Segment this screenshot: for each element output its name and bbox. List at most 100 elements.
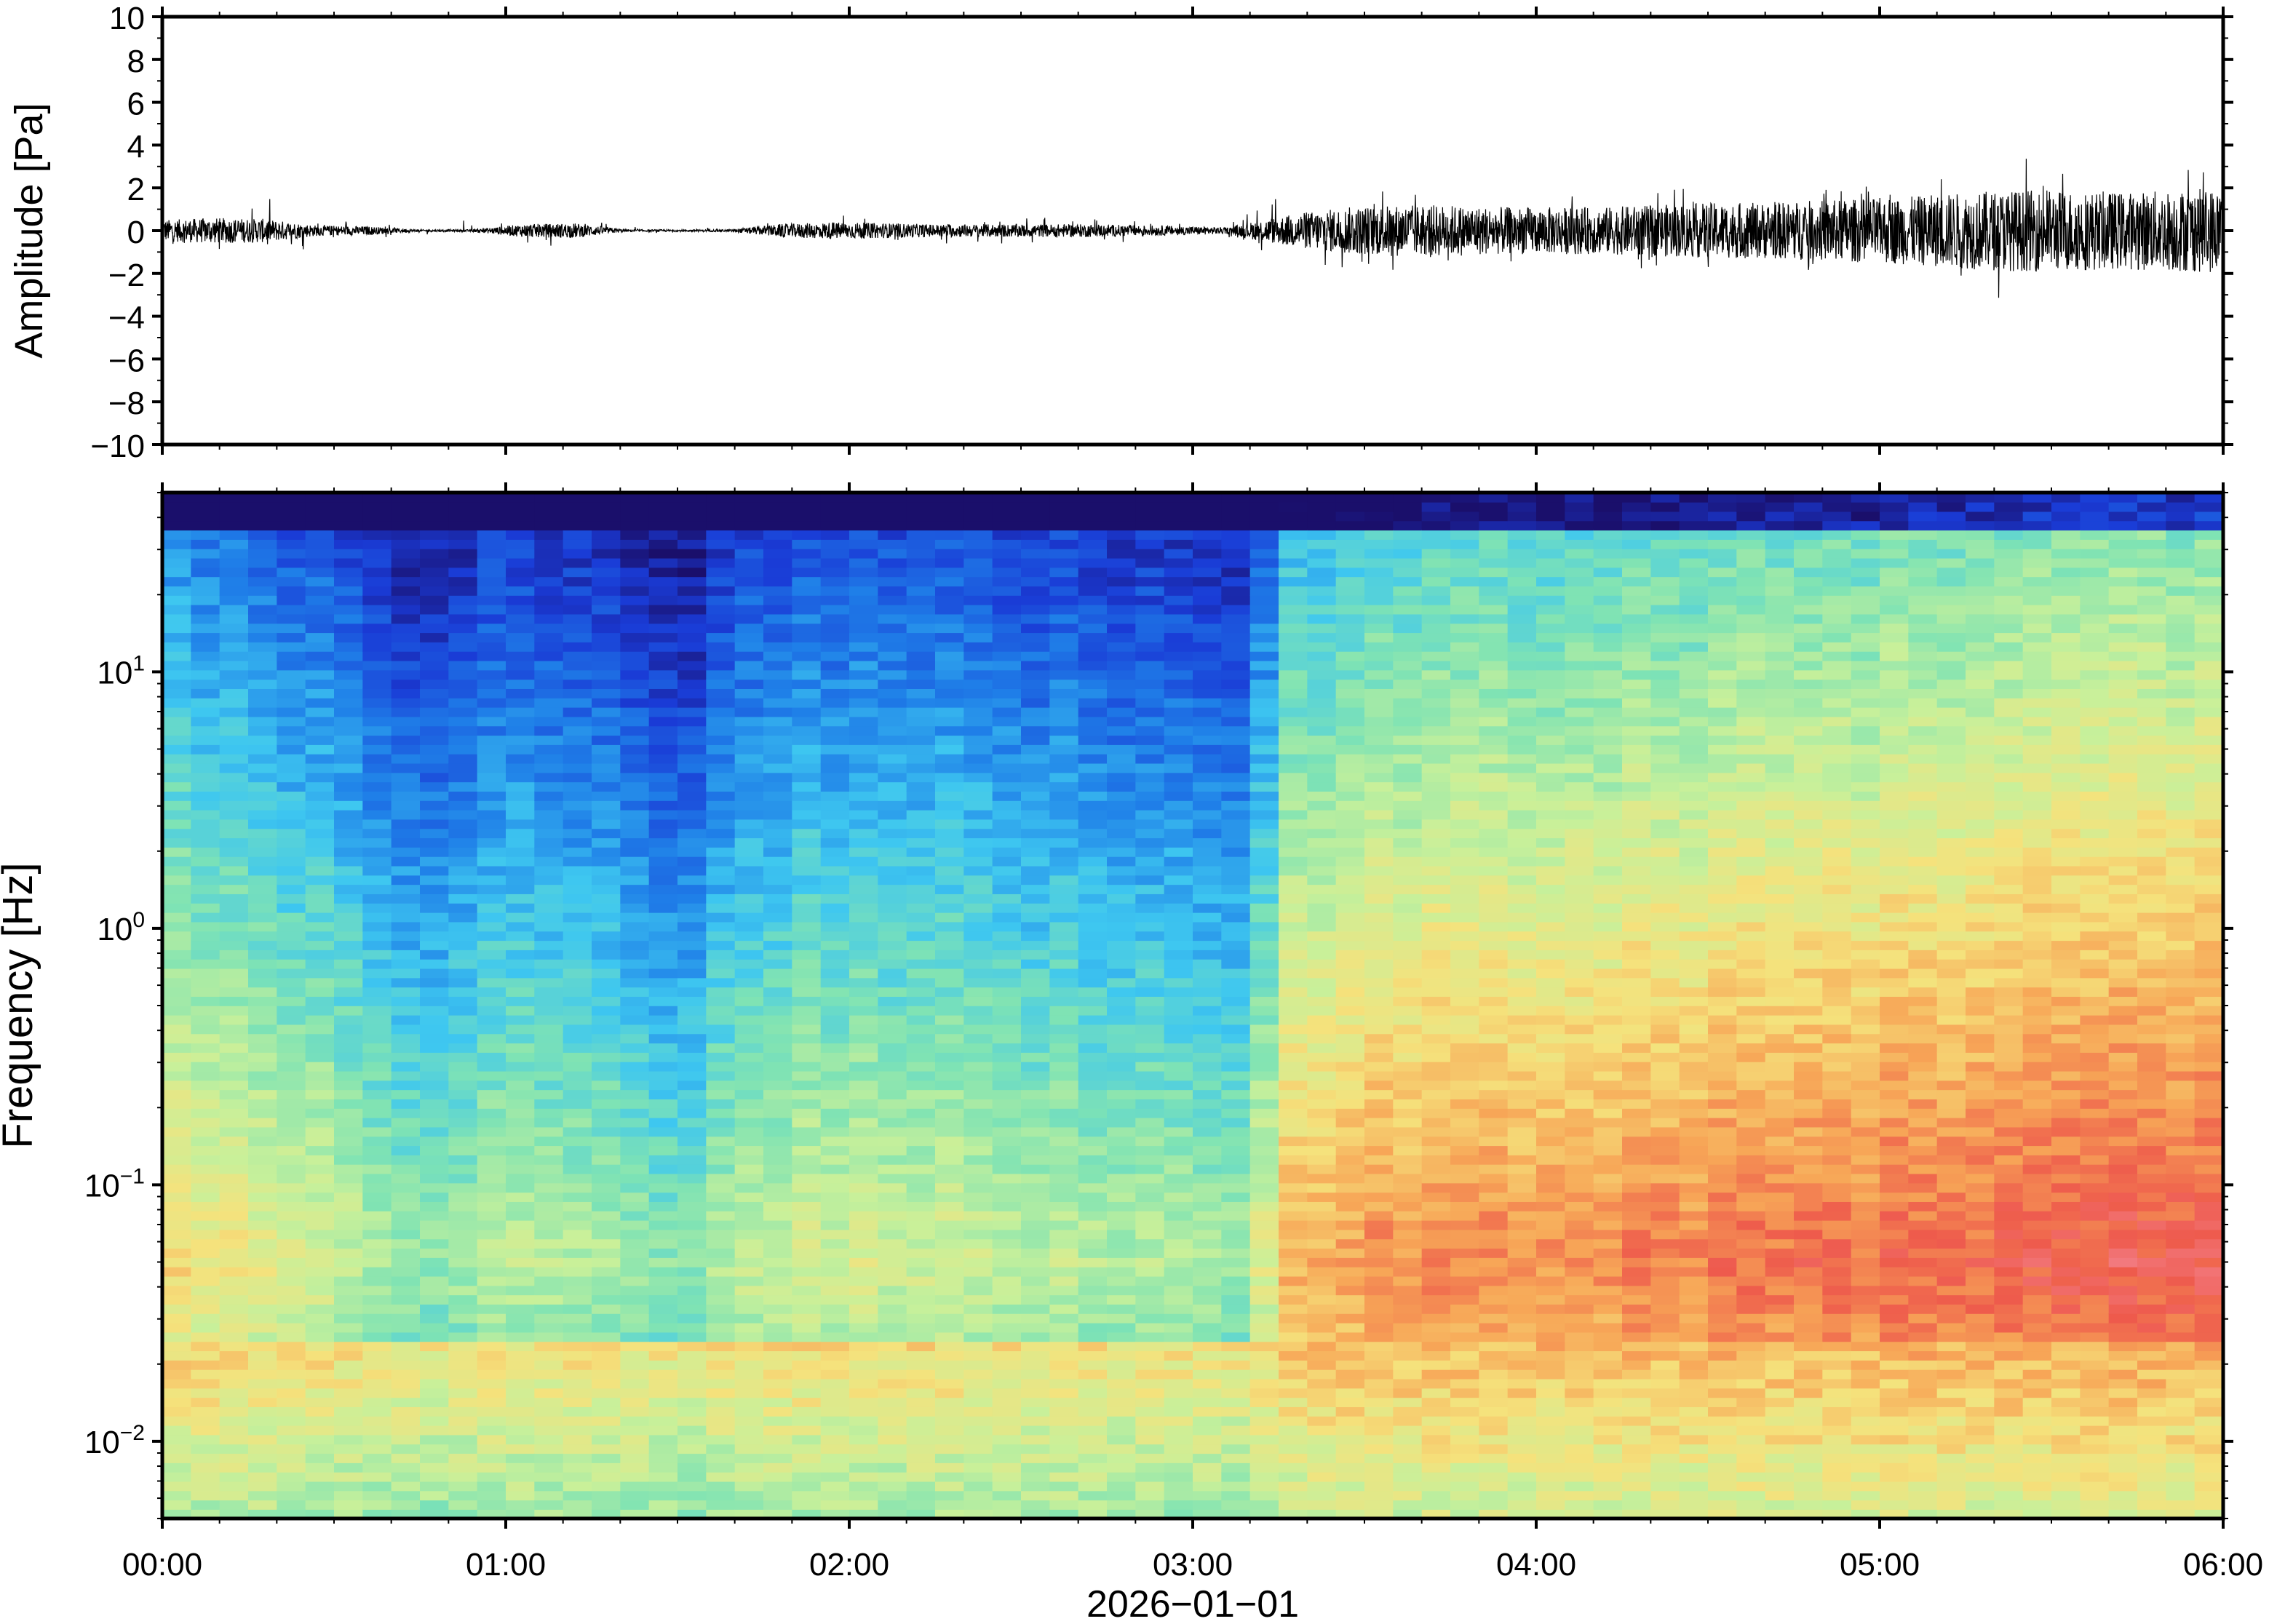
spectrogram-cell: [620, 1219, 650, 1230]
spectrogram-cell: [248, 1238, 278, 1249]
spectrogram-cell: [248, 1416, 278, 1426]
spectrogram-cell: [1107, 1444, 1137, 1454]
spectrogram-cell: [1307, 716, 1337, 727]
spectrogram-cell: [248, 828, 278, 839]
y-tick-label: −10: [90, 429, 145, 464]
spectrogram-cell: [820, 1388, 850, 1398]
spectrogram-cell: [1135, 1406, 1165, 1417]
spectrogram-cell: [1049, 1033, 1079, 1044]
spectrogram-cell: [648, 865, 678, 876]
spectrogram-cell: [1078, 1425, 1108, 1436]
spectrogram-cell: [1135, 856, 1165, 867]
spectrogram-cell: [620, 1360, 650, 1370]
spectrogram-cell: [792, 1500, 822, 1510]
spectrogram-cell: [620, 688, 650, 698]
spectrogram-cell: [1249, 1434, 1279, 1445]
spectrogram-cell: [1221, 1126, 1251, 1137]
spectrogram-cell: [1364, 1416, 1394, 1426]
spectrogram-cell: [334, 1145, 364, 1155]
spectrogram-cell: [763, 501, 793, 512]
spectrogram-cell: [477, 977, 506, 988]
spectrogram-cell: [391, 1322, 421, 1333]
spectrogram-cell: [763, 1089, 793, 1099]
spectrogram-cell: [906, 996, 936, 1006]
spectrogram-cell: [935, 698, 965, 708]
spectrogram-cell: [820, 1014, 850, 1025]
spectrogram-cell: [277, 1155, 306, 1165]
spectrogram-cell: [391, 511, 421, 522]
spectrogram-cell: [1021, 632, 1051, 642]
spectrogram-cell: [162, 1350, 192, 1361]
spectrogram-cell: [391, 595, 421, 605]
spectrogram-cell: [448, 828, 478, 839]
spectrogram-cell: [191, 567, 220, 578]
spectrogram-cell: [219, 1341, 249, 1352]
spectrogram-cell: [1164, 1257, 1193, 1267]
spectrogram-cell: [1221, 1388, 1251, 1398]
spectrogram-cell: [162, 1490, 192, 1501]
spectrogram-cell: [305, 977, 335, 988]
spectrogram-cell: [1078, 931, 1108, 942]
spectrogram-cell: [506, 1285, 536, 1296]
spectrogram-cell: [763, 688, 793, 698]
spectrogram-cell: [992, 1052, 1022, 1062]
spectrogram-cell: [935, 1014, 965, 1025]
spectrogram-cell: [305, 950, 335, 960]
spectrogram-cell: [592, 1341, 621, 1352]
spectrogram-cell: [1021, 1248, 1051, 1258]
spectrogram-cell: [162, 763, 192, 773]
spectrogram-cell: [305, 1509, 335, 1518]
spectrogram-cell: [1279, 698, 1308, 708]
spectrogram-cell: [706, 1163, 736, 1174]
spectrogram-cell: [849, 1173, 879, 1184]
spectrogram-cell: [1078, 716, 1108, 727]
spectrogram-cell: [592, 623, 621, 634]
spectrogram-cell: [677, 725, 707, 736]
spectrogram-cell: [420, 613, 450, 624]
spectrogram-cell: [277, 1229, 306, 1240]
spectrogram-cell: [1279, 632, 1308, 642]
spectrogram-cell: [362, 1155, 392, 1165]
spectrogram-cell: [963, 642, 993, 652]
spectrogram-cell: [1364, 800, 1394, 811]
spectrogram-cell: [391, 763, 421, 773]
spectrogram-cell: [1393, 884, 1423, 894]
spectrogram-cell: [420, 567, 450, 578]
spectrogram-cell: [1164, 511, 1193, 522]
spectrogram-cell: [191, 1238, 220, 1249]
spectrogram-cell: [792, 1397, 822, 1407]
spectrogram-cell: [734, 576, 764, 586]
spectrogram-cell: [362, 996, 392, 1006]
spectrogram-cell: [1221, 1136, 1251, 1147]
spectrogram-cell: [849, 800, 879, 811]
spectrogram-cell: [1393, 725, 1423, 736]
spectrogram-cell: [1279, 1014, 1308, 1025]
spectrogram-cell: [820, 1136, 850, 1147]
spectrogram-cell: [162, 847, 192, 857]
spectrogram-cell: [1193, 1388, 1223, 1398]
spectrogram-cell: [878, 781, 907, 792]
spectrogram-cell: [1078, 772, 1108, 783]
spectrogram-cell: [763, 1136, 793, 1147]
spectrogram-cell: [849, 1341, 879, 1352]
spectrogram-cell: [506, 847, 536, 857]
spectrogram-cell: [1393, 781, 1423, 792]
spectrogram-cell: [1249, 1033, 1279, 1044]
spectrogram-cell: [219, 548, 249, 559]
spectrogram-cell: [734, 595, 764, 605]
spectrogram-cell: [162, 1332, 192, 1342]
spectrogram-cell: [906, 716, 936, 727]
spectrogram-cell: [277, 1052, 306, 1062]
spectrogram-cell: [820, 912, 850, 923]
spectrogram-cell: [792, 501, 822, 512]
spectrogram-cell: [506, 1136, 536, 1147]
spectrogram-cell: [677, 996, 707, 1006]
spectrogram-cell: [277, 1481, 306, 1492]
spectrogram-cell: [763, 1425, 793, 1436]
spectrogram-cell: [677, 595, 707, 605]
spectrogram-cell: [477, 1229, 506, 1240]
spectrogram-cell: [706, 1155, 736, 1165]
spectrogram-cell: [1279, 1509, 1308, 1518]
spectrogram-cell: [992, 1341, 1022, 1352]
spectrogram-cell: [906, 1500, 936, 1510]
